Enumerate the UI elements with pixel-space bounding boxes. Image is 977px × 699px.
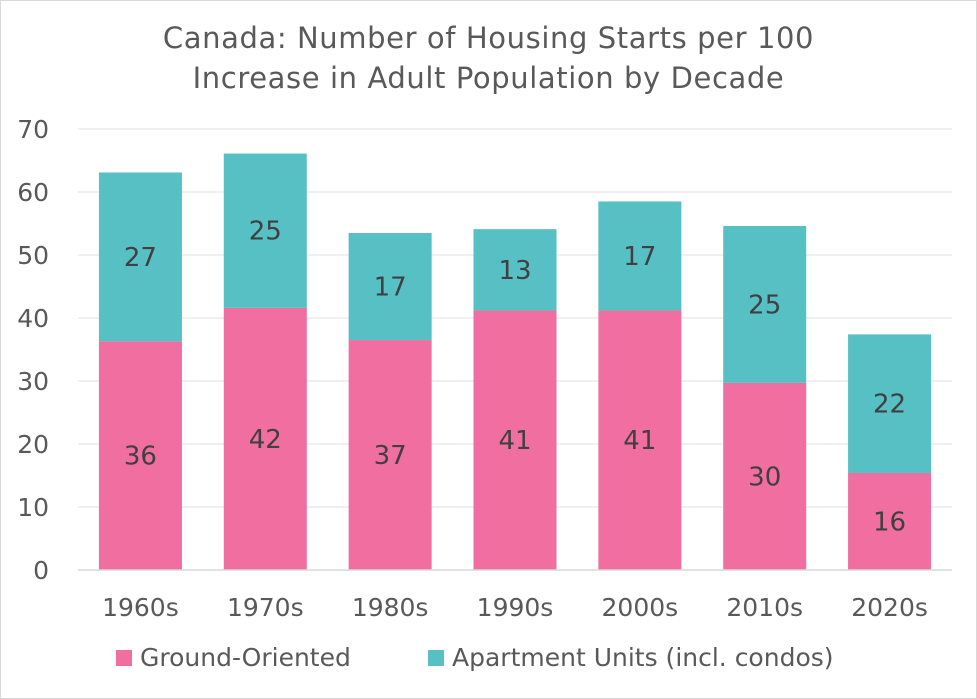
bar-apartment-units-1970s (223, 153, 307, 308)
data-label-apartment-units-1970s: 25 (249, 217, 282, 247)
legend-item-ground-oriented: Ground-Oriented (116, 643, 351, 672)
x-tick-label-1960s: 1960s (102, 593, 179, 622)
legend-label-apartment-units: Apartment Units (incl. condos) (452, 643, 834, 672)
bar-ground-oriented-1970s (223, 307, 307, 570)
bar-apartment-units-2020s (848, 334, 932, 473)
chart-title-line-1: Canada: Number of Housing Starts per 100 (162, 21, 815, 55)
data-label-ground-oriented-2000s: 41 (623, 426, 656, 456)
data-label-apartment-units-1990s: 13 (498, 256, 531, 286)
legend-swatch-apartment-units (428, 649, 444, 666)
x-tick-label-2010s: 2010s (726, 593, 803, 622)
bar-ground-oriented-2000s (598, 310, 682, 570)
bar-apartment-units-2010s (723, 226, 807, 383)
data-label-apartment-units-2020s: 22 (873, 390, 906, 420)
legend-item-apartment-units: Apartment Units (incl. condos) (428, 643, 834, 672)
bar-apartment-units-1980s (348, 232, 432, 341)
data-label-apartment-units-2010s: 25 (748, 290, 781, 320)
bars (98, 153, 932, 570)
legend: Ground-Oriented Apartment Units (incl. c… (0, 643, 977, 679)
y-tick-label-40: 40 (17, 304, 49, 333)
x-axis-ticks: 1960s 1970s 1980s 1990s 2000s 2010s 2020s (78, 569, 952, 622)
chart-title-line-2: Increase in Adult Population by Decade (192, 61, 785, 95)
x-tick-label-1980s: 1980s (352, 593, 429, 622)
data-label-ground-oriented-1990s: 41 (498, 426, 531, 456)
y-tick-label-50: 50 (17, 241, 49, 270)
data-label-apartment-units-1980s: 17 (374, 273, 407, 303)
chart-title: Canada: Number of Housing Starts per 100… (0, 18, 977, 98)
bar-apartment-units-1960s (98, 172, 182, 342)
y-tick-label-20: 20 (17, 430, 49, 459)
data-label-apartment-units-1960s: 27 (124, 243, 157, 273)
y-tick-label-70: 70 (17, 115, 49, 144)
x-tick-label-1970s: 1970s (227, 593, 304, 622)
data-label-ground-oriented-1980s: 37 (374, 441, 407, 471)
bar-ground-oriented-1990s (473, 310, 557, 570)
bar-apartment-units-1990s (473, 229, 557, 311)
data-labels: 36 27 42 25 37 17 41 13 41 17 30 25 16 22 (124, 217, 906, 538)
y-tick-label-0: 0 (33, 556, 49, 585)
y-axis-ticks: 0 10 20 30 40 50 60 70 (17, 115, 49, 585)
data-label-ground-oriented-2010s: 30 (748, 462, 781, 492)
data-label-apartment-units-2000s: 17 (623, 242, 656, 272)
bar-ground-oriented-2010s (723, 382, 807, 570)
bar-ground-oriented-2020s (848, 472, 932, 570)
y-tick-label-60: 60 (17, 178, 49, 207)
bar-ground-oriented-1980s (348, 340, 432, 570)
y-tick-label-30: 30 (17, 367, 49, 396)
data-label-ground-oriented-1970s: 42 (249, 425, 282, 455)
data-label-ground-oriented-1960s: 36 (124, 442, 157, 472)
bar-apartment-units-2000s (598, 201, 682, 311)
x-tick-label-2020s: 2020s (851, 593, 928, 622)
x-tick-label-1990s: 1990s (477, 593, 554, 622)
x-tick-label-2000s: 2000s (602, 593, 679, 622)
data-label-ground-oriented-2020s: 16 (873, 507, 906, 537)
y-tick-label-10: 10 (17, 493, 49, 522)
chart-plot: 0 10 20 30 40 50 60 70 36 27 42 25 37 17 41 13 41 17 30 25… (17, 115, 952, 622)
legend-swatch-ground-oriented (116, 649, 132, 666)
bar-ground-oriented-1960s (98, 341, 182, 570)
legend-label-ground-oriented: Ground-Oriented (140, 643, 351, 672)
